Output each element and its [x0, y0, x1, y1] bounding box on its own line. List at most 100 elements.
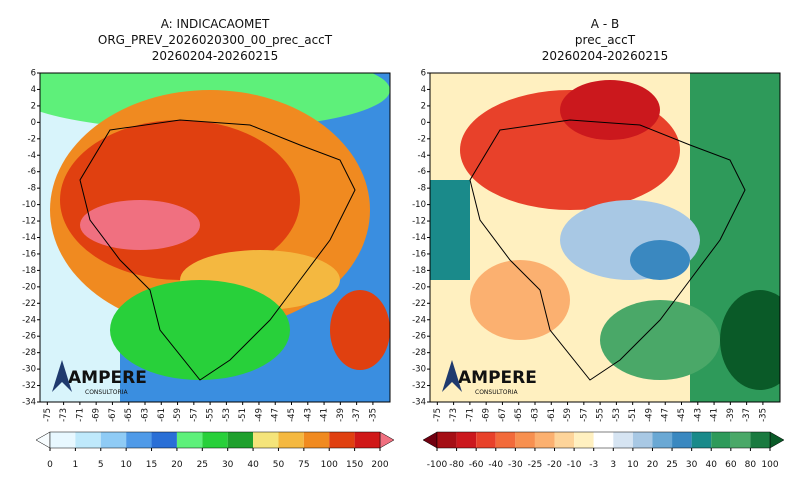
y-tick-label: -22	[22, 299, 36, 309]
map-a	[40, 73, 390, 402]
y-tick-label: -24	[22, 315, 36, 325]
colorbar-bin	[456, 432, 477, 448]
x-tick-label: -63	[141, 408, 151, 422]
colorbar-label: 10	[627, 460, 639, 470]
colorbar-bin	[613, 432, 633, 448]
y-tick-label: -2	[418, 134, 426, 144]
colorbar-over	[379, 431, 395, 449]
y-tick-label: -4	[28, 151, 36, 161]
y-tick-label: -32	[412, 381, 426, 391]
y-tick-label: -8	[28, 184, 36, 194]
colorbar-label: 0	[47, 460, 53, 470]
x-tick-label: -53	[222, 408, 232, 422]
colorbar-label: 3	[610, 460, 616, 470]
x-tick-label: -59	[173, 408, 183, 422]
y-tick-label: 4	[31, 85, 36, 95]
y-tick-label: -32	[22, 381, 36, 391]
colorbar-bin	[711, 432, 731, 448]
colorbar-label: -25	[528, 460, 543, 470]
x-tick-label: -39	[336, 408, 346, 422]
x-tick-label: -65	[514, 408, 524, 422]
x-tick-label: -73	[449, 408, 459, 422]
y-tick-label: -24	[412, 315, 426, 325]
colorbar-bin	[476, 432, 496, 448]
x-tick-label: -61	[547, 408, 557, 422]
colorbar-bin	[329, 432, 355, 448]
x-tick-label: -37	[742, 408, 752, 422]
y-tick-label: -30	[22, 365, 36, 375]
colorbar-label: 20	[171, 460, 183, 470]
y-tick-label: 2	[31, 101, 36, 111]
colorbar-bin	[652, 432, 673, 448]
x-tick-label: -53	[612, 408, 622, 422]
colorbar-bin	[750, 432, 770, 448]
x-tick-label: -55	[206, 408, 216, 422]
panel-title: 20260204-20260215	[542, 49, 669, 63]
logo-sub: CONSULTORIA	[475, 389, 518, 396]
y-tick-label: -10	[412, 200, 426, 210]
x-tick-label: -61	[157, 408, 167, 422]
y-tick-label: -34	[22, 398, 36, 408]
x-tick-label: -47	[271, 408, 281, 422]
colorbar-bin	[574, 432, 594, 448]
logo-sub: CONSULTORIA	[85, 389, 128, 396]
y-tick-label: -26	[22, 332, 36, 342]
y-tick-label: -14	[412, 233, 426, 243]
colorbar-label: -20	[547, 460, 562, 470]
y-tick-label: -20	[22, 282, 36, 292]
colorbar-label: 75	[298, 460, 309, 470]
x-tick-label: -65	[124, 408, 134, 422]
y-tick-label: -2	[28, 134, 36, 144]
panel-title: A - B	[591, 17, 619, 31]
y-tick-label: -12	[412, 217, 426, 227]
colorbar-bin	[176, 432, 203, 448]
x-tick-label: -73	[59, 408, 69, 422]
colorbar-under	[422, 431, 438, 449]
x-tick-label: -51	[628, 408, 638, 422]
panel-title: ORG_PREV_2026020300_00_prec_accT	[98, 33, 333, 47]
colorbar-label: -100	[427, 460, 448, 470]
colorbar-bin	[253, 432, 279, 448]
y-tick-label: -6	[418, 167, 426, 177]
colorbar-label: 20	[647, 460, 659, 470]
y-tick-label: -10	[22, 200, 36, 210]
y-tick-label: -30	[412, 365, 426, 375]
y-tick-label: 2	[421, 101, 426, 111]
colorbar-bin	[354, 432, 380, 448]
colorbar-label: 50	[273, 460, 285, 470]
y-tick-label: -16	[22, 249, 36, 259]
x-tick-label: -41	[710, 408, 720, 422]
colorbar-bin	[202, 432, 228, 448]
colorbar-bin	[303, 432, 330, 448]
x-tick-label: -41	[320, 408, 330, 422]
map-b	[430, 73, 780, 402]
x-tick-label: -63	[531, 408, 541, 422]
logo-icon	[442, 360, 462, 392]
colorbar-bin	[534, 432, 555, 448]
x-tick-label: -69	[482, 408, 492, 422]
colorbar-label: -60	[469, 460, 484, 470]
x-tick-label: -71	[465, 408, 475, 422]
y-tick-label: -34	[412, 398, 426, 408]
colorbar-bin	[495, 432, 516, 448]
x-tick-label: -59	[563, 408, 573, 422]
colorbar-label: 30	[222, 460, 234, 470]
colorbar-label: 10	[120, 460, 132, 470]
colorbar-label: 15	[146, 460, 157, 470]
y-tick-label: 0	[421, 118, 426, 128]
y-tick-label: -22	[412, 299, 426, 309]
x-tick-label: -55	[596, 408, 606, 422]
y-tick-label: -28	[412, 348, 426, 358]
y-tick-label: -18	[412, 266, 426, 276]
x-tick-label: -49	[644, 408, 654, 422]
y-tick-label: -8	[418, 184, 426, 194]
y-tick-label: 6	[31, 69, 36, 79]
x-tick-label: -35	[368, 408, 378, 422]
x-tick-label: -57	[189, 408, 199, 422]
x-tick-label: -51	[238, 408, 248, 422]
colorbar-label: -10	[567, 460, 582, 470]
colorbar-label: -30	[508, 460, 523, 470]
y-tick-label: -12	[22, 217, 36, 227]
x-tick-label: -35	[758, 408, 768, 422]
colorbar-bin	[227, 432, 254, 448]
